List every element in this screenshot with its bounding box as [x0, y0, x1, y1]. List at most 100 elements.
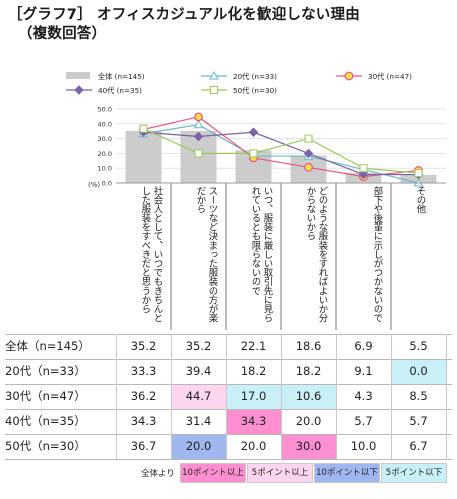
category-label: どのような服装をすればよいか分からないから — [304, 186, 328, 323]
legend-swatch — [66, 72, 90, 79]
table-cell: 9.1 — [354, 364, 373, 378]
table-cell: 22.1 — [240, 339, 267, 353]
table-cell: 34.3 — [226, 409, 281, 434]
series-point — [359, 164, 368, 173]
table-cell: 8.5 — [409, 389, 428, 403]
row-label: 30代（n=47） — [5, 389, 86, 403]
legend-label: 40代 (n=35) — [98, 86, 142, 95]
chart-title: ［グラフ7］ オフィスカジュアル化を歓迎しない理由 （複数回答） — [8, 6, 448, 44]
table-column-rule — [336, 334, 337, 459]
table-rule — [5, 384, 452, 385]
series-point — [249, 149, 258, 158]
chart-title-line1: ［グラフ7］ オフィスカジュアル化を歓迎しない理由 — [8, 7, 360, 23]
table-column-rule — [281, 334, 282, 459]
chart-y-axis: 0.0 10.0 20.0 30.0 40.0 50.0 (%) — [88, 106, 446, 189]
table-cell: 39.4 — [185, 364, 212, 378]
series-point — [304, 134, 313, 143]
chart: 0.0 10.0 20.0 30.0 40.0 50.0 (%) 全体 (n=145) 20代… — [66, 70, 446, 330]
highlight-key-item: 5ポイント以上 — [247, 463, 313, 483]
table-column-rule — [226, 334, 227, 459]
chart-legend: 全体 (n=145) 20代 (n=33) 30代 (n=47) 40代 (n=35)… — [66, 70, 412, 95]
table-cell: 10.6 — [281, 384, 336, 409]
table-cell: 31.4 — [185, 414, 212, 428]
highlight-key-item: 10ポイント以下 — [314, 463, 380, 483]
series-point — [358, 169, 369, 180]
chart-title-line2: （複数回答） — [18, 26, 107, 42]
table-cell: 18.2 — [240, 364, 267, 378]
highlight-key-item: 10ポイント以上 — [180, 463, 246, 483]
series-line — [143, 124, 419, 184]
table-cell: 6.7 — [409, 439, 428, 453]
y-axis-unit: (%) — [88, 181, 100, 189]
legend-marker — [209, 70, 219, 80]
y-tick-label: 20.0 — [98, 150, 112, 158]
table-cell: 35.2 — [185, 339, 212, 353]
series-point — [193, 119, 204, 129]
row-label: 全体（n=145） — [5, 339, 90, 353]
table-cell: 5.7 — [409, 414, 428, 428]
table-row: 40代（n=35） 34.3 31.4 34.3 20.0 5.7 5.7 — [5, 409, 452, 434]
category-label: スーツなど決まった服装の方が楽だから — [194, 186, 218, 323]
table-rule — [5, 434, 452, 435]
table-cell: 30.0 — [281, 434, 336, 459]
y-tick-label: 50.0 — [98, 106, 112, 114]
row-label: 40代（n=35） — [5, 414, 86, 428]
series-line — [143, 128, 419, 174]
legend-marker — [210, 86, 218, 94]
table-rule — [5, 459, 452, 460]
series-point — [248, 127, 259, 137]
series-line — [143, 116, 419, 178]
chart-lines — [138, 112, 424, 187]
table-row: 20代（n=33） 33.3 39.4 18.2 18.2 9.1 0.0 — [5, 359, 452, 384]
table-cell: 5.7 — [354, 414, 373, 428]
table-row: 全体（n=145） 35.2 35.2 22.1 18.6 6.9 5.5 — [5, 334, 452, 359]
row-label: 50代（n=30） — [5, 439, 86, 453]
chart-grid — [116, 108, 446, 330]
table-cell: 20.0 — [171, 434, 226, 459]
table-cell: 34.3 — [130, 414, 157, 428]
table-cell: 17.0 — [226, 384, 281, 409]
table-row: 30代（n=47） 36.2 44.7 17.0 10.6 4.3 8.5 — [5, 384, 452, 409]
category-label: 部下や後輩に示しがつかないので — [371, 186, 383, 323]
table-rule — [5, 359, 452, 360]
table-cell: 18.6 — [295, 339, 322, 353]
series-point — [194, 112, 203, 122]
table-cell: 20.0 — [240, 439, 267, 453]
y-tick-label: 30.0 — [98, 135, 112, 143]
category-label: 社会人として、いつでもきちんとした服装をすべきだと思うから — [139, 186, 163, 323]
legend-label: 50代 (n=30) — [233, 86, 277, 95]
table-rule — [5, 334, 452, 335]
table-cell: 33.3 — [130, 364, 157, 378]
category-label: その他 — [414, 186, 426, 214]
table-column-rule — [391, 334, 392, 459]
highlight-key: 全体より 10ポイント以上 5ポイント以上 10ポイント以下 5ポイント以下 — [0, 461, 457, 485]
table-column-rule — [171, 334, 172, 459]
table-cell: 6.9 — [354, 339, 373, 353]
series-line — [143, 131, 419, 176]
legend-marker — [74, 85, 84, 95]
table-cell: 35.2 — [130, 339, 157, 353]
legend-label: 30代 (n=47) — [368, 72, 412, 81]
table-cell: 18.2 — [295, 364, 322, 378]
table-cell: 44.7 — [171, 384, 226, 409]
series-point — [193, 131, 204, 142]
row-label: 20代（n=33） — [5, 364, 86, 378]
legend-marker — [344, 71, 354, 81]
series-point — [304, 162, 313, 172]
highlight-key-item: 5ポイント以下 — [381, 463, 447, 483]
table-cell: 10.0 — [350, 439, 377, 453]
table-cell: 5.5 — [409, 339, 428, 353]
table-cell: 4.3 — [354, 389, 373, 403]
table-cell: 0.0 — [391, 359, 446, 384]
series-point — [303, 148, 314, 159]
highlight-key-prefix: 全体より — [141, 469, 175, 479]
y-tick-label: 0.0 — [102, 180, 112, 188]
table-row: 50代（n=30） 36.7 20.0 20.0 30.0 10.0 6.7 — [5, 434, 452, 459]
category-label: いつ、服装に厳しい取引先に見られているとも限らないので — [249, 186, 273, 323]
table-cell: 36.2 — [130, 389, 157, 403]
series-point — [139, 124, 148, 133]
y-tick-label: 10.0 — [98, 165, 112, 173]
series-point — [194, 149, 203, 158]
table-cell: 20.0 — [295, 414, 322, 428]
table-rule — [5, 409, 452, 410]
